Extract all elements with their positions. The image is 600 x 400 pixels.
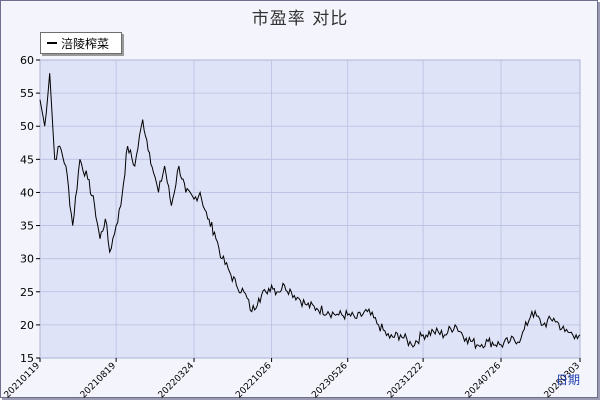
series-line-fuling-zhacai [39, 73, 581, 350]
y-tick-label: 40 [20, 186, 34, 199]
x-tick-label: 20220324 [157, 361, 197, 400]
y-tick-label: 25 [20, 286, 34, 299]
x-tick-label: 20240726 [464, 361, 504, 400]
plot-area [39, 59, 581, 359]
y-tick-label: 20 [20, 319, 34, 332]
y-tick-label: 30 [20, 253, 34, 266]
chart-title: 市盈率 对比 [251, 9, 349, 29]
x-tick-label: 20210819 [79, 361, 119, 400]
x-tick-label: 20231222 [386, 361, 425, 400]
x-axis-label: 日期 [556, 373, 580, 387]
x-tick-label: 20221026 [234, 361, 274, 400]
y-tick-label: 15 [20, 352, 34, 365]
y-tick-label: 45 [20, 153, 34, 166]
x-axis: 20210119 20210819 20220324 20221026 20230526… [3, 358, 582, 400]
x-tick-label: 20210119 [3, 361, 43, 400]
x-tick-label: 20230526 [310, 361, 350, 400]
y-tick-label: 60 [20, 54, 34, 67]
y-axis: 15 20 25 30 35 40 45 50 55 60 [20, 54, 40, 365]
legend: 涪陵榨菜 [40, 32, 122, 54]
grid-lines [39, 59, 581, 359]
legend-label: 涪陵榨菜 [61, 36, 110, 51]
y-tick-label: 55 [20, 87, 34, 100]
legend-swatch [47, 42, 57, 44]
y-tick-label: 35 [20, 220, 34, 233]
y-tick-label: 50 [20, 120, 34, 133]
